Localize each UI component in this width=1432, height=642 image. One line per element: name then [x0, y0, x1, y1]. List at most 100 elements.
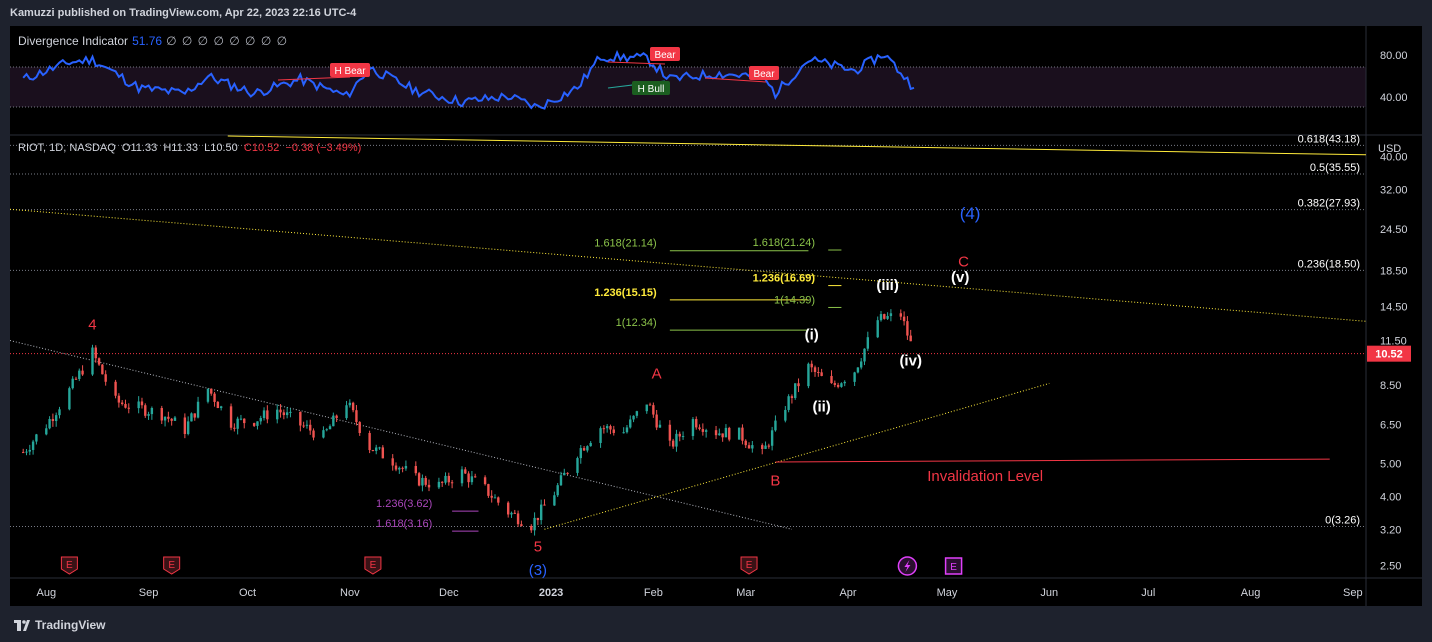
wave-label: A [652, 365, 662, 382]
candle-body [302, 425, 305, 427]
candle-body [351, 402, 355, 411]
lightning-bolt-icon [904, 560, 911, 572]
candle-body [236, 418, 239, 429]
earnings-icon-letter: E [370, 560, 377, 571]
svg-text:Bear: Bear [654, 50, 676, 61]
ohlc-close: C10.52 [243, 142, 280, 154]
candle-body [605, 426, 609, 429]
candle-body [909, 335, 912, 342]
indicator-legend: Divergence Indicator 51.76 ∅ ∅ ∅ ∅ ∅ ∅ ∅ ∅ [18, 34, 288, 48]
earnings-icon-letter: E [66, 560, 73, 571]
wave-label: (ii) [812, 399, 830, 416]
candle-body [579, 448, 582, 459]
candle-body [770, 430, 774, 446]
candle-body [447, 475, 451, 483]
candle-body [262, 410, 266, 419]
candle-body [464, 469, 467, 474]
candle-body [137, 401, 140, 409]
candle-body [622, 432, 625, 434]
candle-body [127, 407, 130, 409]
candle-body [635, 411, 639, 416]
candle-body [724, 427, 728, 438]
signal-hbear: H Bear [330, 63, 370, 77]
candle-body [681, 436, 685, 438]
candle-body [813, 367, 817, 372]
earnings-icon [60, 556, 78, 575]
candle-body [229, 406, 233, 428]
candle-body [559, 475, 563, 486]
chart-frame[interactable]: 80.00 40.00 H Bear Bear Bear H Bull 0.61… [10, 26, 1422, 606]
candle-body [751, 445, 754, 449]
fib-level-label: 0.5(35.55) [1310, 162, 1360, 174]
candle-body [345, 405, 348, 419]
candle-body [490, 495, 493, 498]
time-axis-label: Sep [139, 587, 159, 599]
candle-body [190, 413, 193, 422]
published-header: Kamuzzi published on TradingView.com, Ap… [10, 7, 357, 19]
time-axis-label: 2023 [539, 587, 563, 599]
candle-body [368, 433, 371, 451]
time-axis[interactable]: Aug Sep Oct Nov Dec 2023 Feb Mar Apr May Jun Jul Aug… [37, 587, 1363, 599]
candle-body [167, 416, 170, 419]
candle-body [441, 481, 444, 483]
candle-body [193, 413, 196, 418]
candle-body [233, 427, 236, 429]
candle-body [398, 467, 401, 470]
candle-body [764, 445, 767, 449]
candle-body [879, 314, 883, 321]
candle-body [721, 433, 724, 438]
candle-body [599, 428, 602, 443]
candle-body [695, 419, 698, 428]
candle-body [114, 381, 117, 396]
chart-canvas[interactable]: 80.00 40.00 H Bear Bear Bear H Bull 0.61… [10, 26, 1422, 606]
candle-body [817, 371, 820, 373]
candle-body [553, 495, 556, 506]
price-axis-label: 2.50 [1380, 561, 1401, 573]
ohlc-change: −0.38 (−3.49%) [285, 142, 362, 154]
wave-label: (3) [529, 562, 547, 579]
fib-extension-label: 1.236(15.15) [594, 287, 657, 299]
trendline-long-upper [227, 135, 1367, 156]
wave-label: (4) [960, 204, 981, 223]
candle-body [883, 314, 886, 319]
candle-body [632, 415, 635, 420]
candle-body [279, 409, 282, 413]
time-axis-label: Dec [439, 587, 459, 599]
candle-body [417, 473, 421, 486]
bear-divergence-line-2 [704, 77, 767, 83]
fib-level-label: 0.382(27.93) [1298, 198, 1360, 210]
candle-body [906, 321, 909, 336]
candle-body [74, 378, 78, 380]
price-axis[interactable]: 40.00 32.00 24.50 18.50 14.50 11.50 8.50 6.50 5.… [1380, 152, 1408, 573]
candle-body [655, 414, 658, 428]
time-axis-label: Nov [340, 587, 360, 599]
candle-body [332, 415, 335, 427]
wave-label: 4 [88, 316, 96, 333]
candle-body [539, 504, 543, 521]
candle-body [358, 422, 361, 434]
price-axis-label: 3.20 [1380, 524, 1401, 536]
candle-body [794, 383, 797, 398]
candle-body [714, 430, 718, 436]
tradingview-brand: TradingView [35, 618, 106, 632]
indicator-extra: ∅ ∅ ∅ ∅ ∅ ∅ ∅ ∅ [166, 34, 289, 48]
bear-divergence-line-1 [607, 61, 666, 65]
wave-label: (iii) [876, 277, 899, 294]
tradingview-logo[interactable]: TradingView [14, 618, 105, 632]
footer: TradingView [0, 608, 1432, 642]
candle-body [170, 418, 173, 421]
candle-body [394, 465, 398, 470]
price-axis-label: 14.50 [1380, 301, 1408, 313]
candle-body [325, 429, 328, 431]
time-axis-label: Apr [839, 587, 856, 599]
candle-body [678, 433, 681, 437]
fib-level-label: 0.618(43.18) [1298, 133, 1360, 145]
candle-body [186, 421, 190, 434]
indicator-value: 51.76 [132, 34, 163, 48]
price-axis-label: 24.50 [1380, 224, 1408, 236]
future-earnings-icon-letter: E [950, 562, 957, 573]
candle-body [289, 411, 292, 413]
candle-body [582, 448, 586, 451]
candle-body [510, 512, 513, 515]
